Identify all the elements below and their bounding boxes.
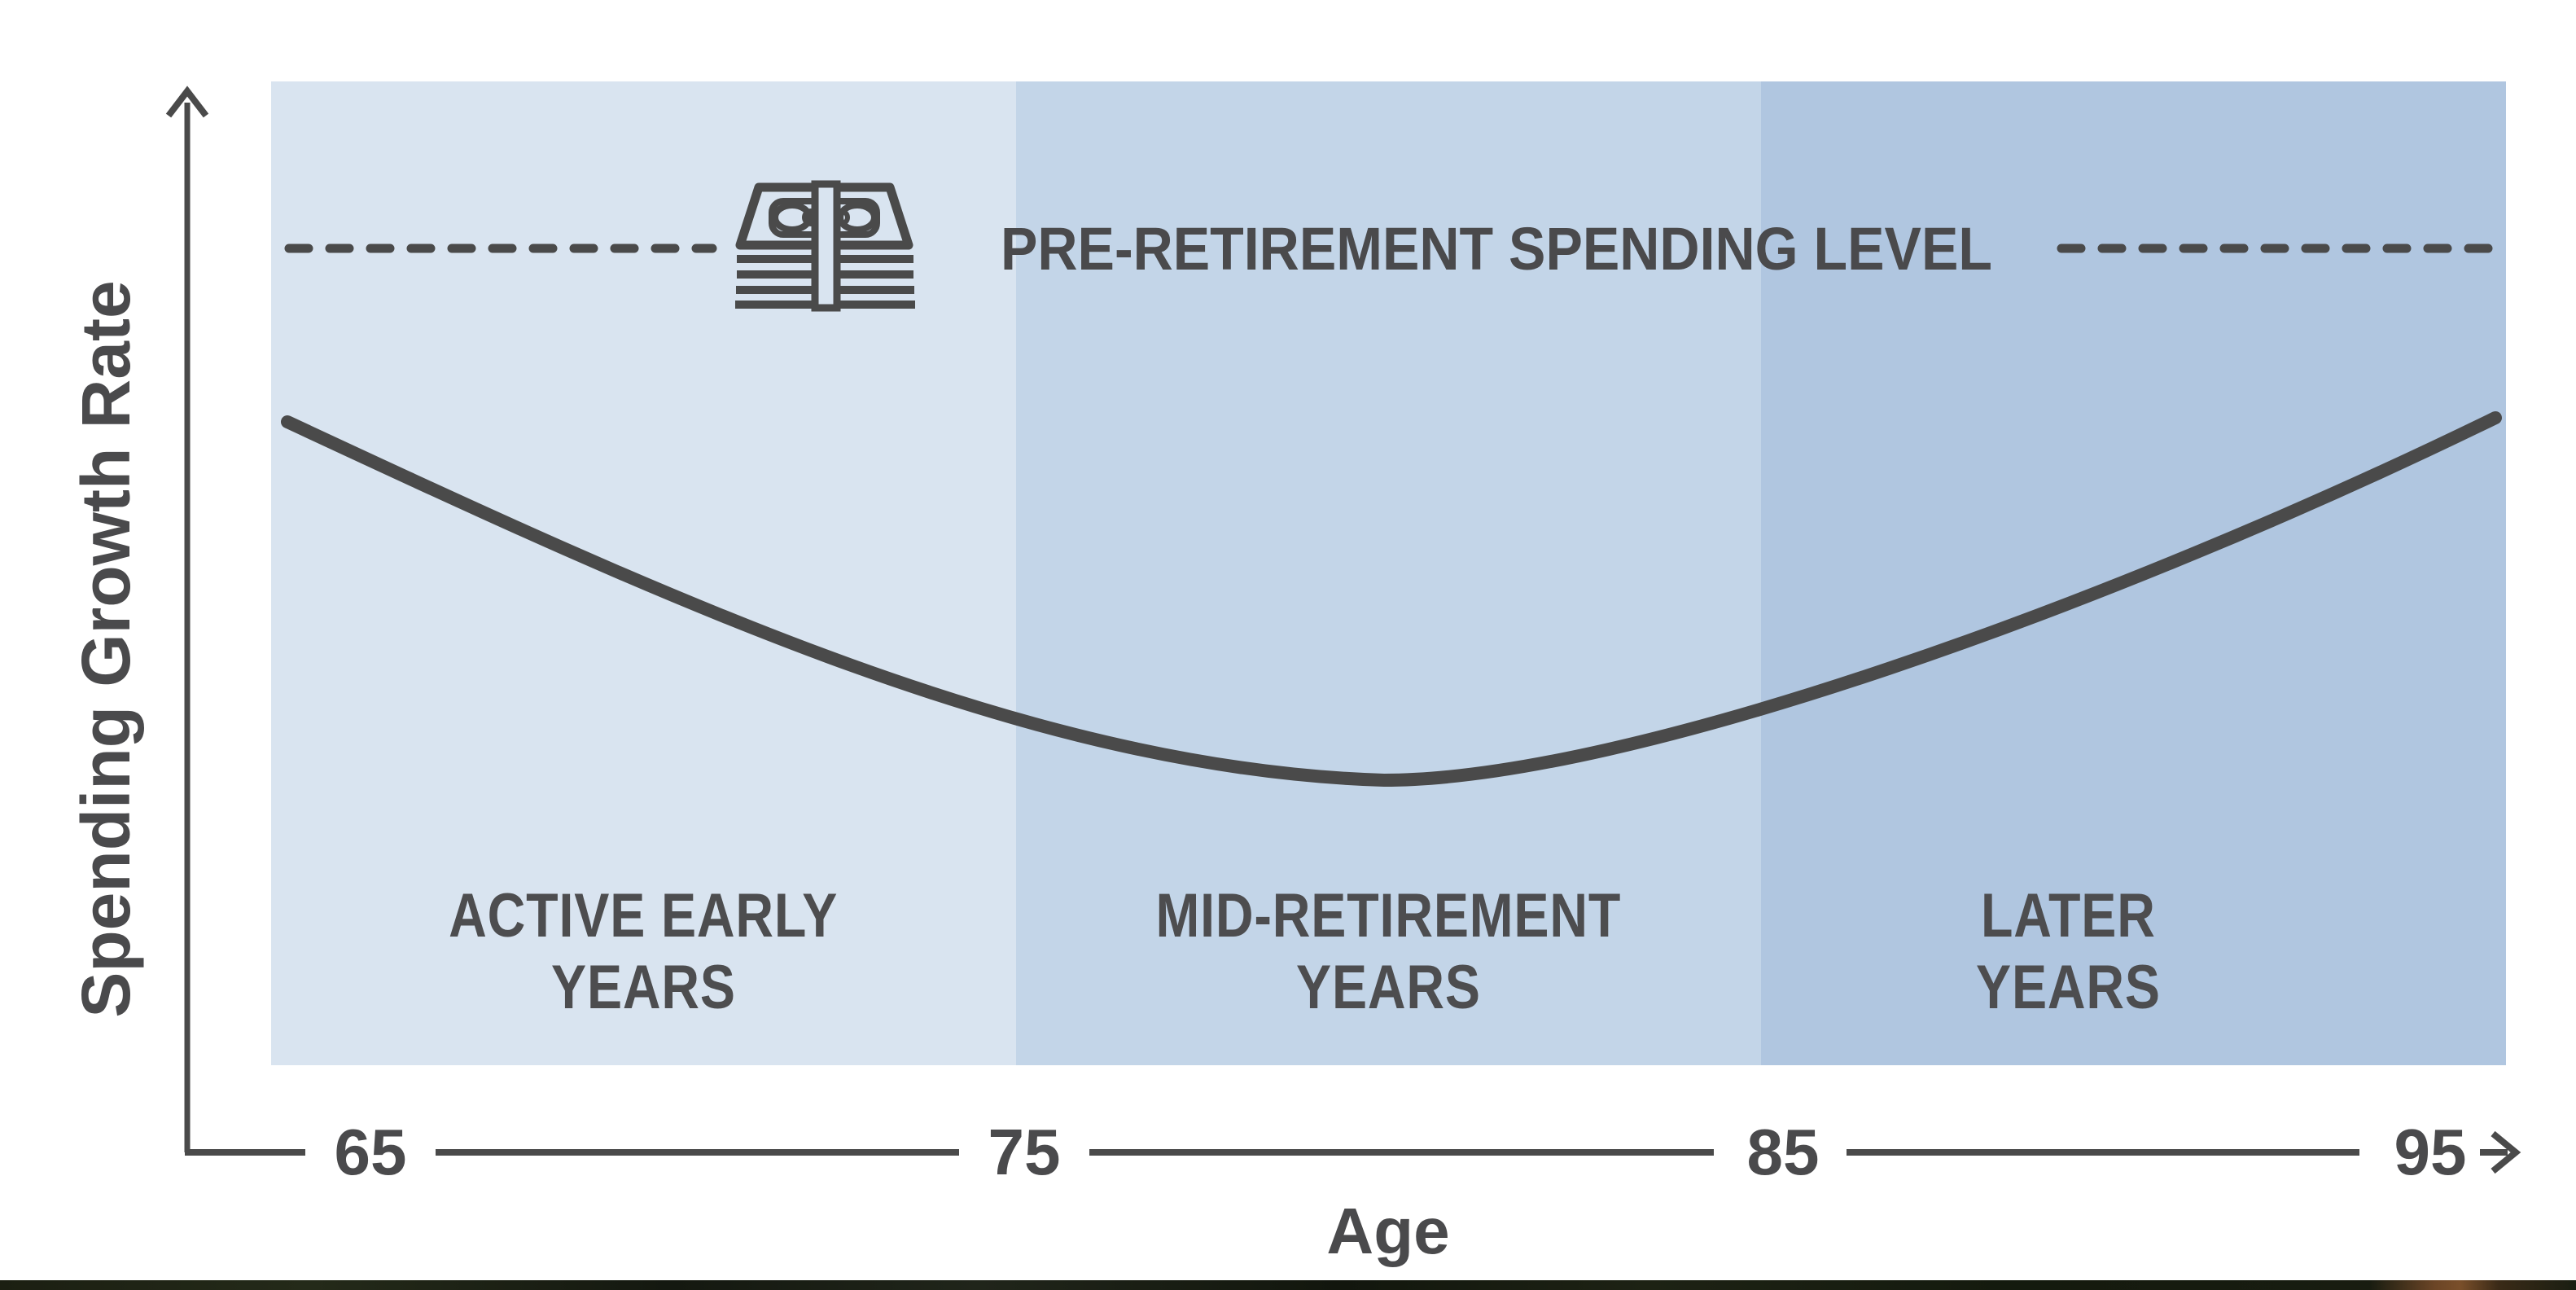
region-mid-retirement-years xyxy=(1016,81,1761,1065)
x-axis xyxy=(185,1130,2521,1174)
region-label-later-years: LATER YEARS xyxy=(1975,881,2161,1022)
money-stack-icon xyxy=(735,180,915,312)
y-axis-arrow-icon xyxy=(165,86,209,118)
region-label-active-early-years: ACTIVE EARLY YEARS xyxy=(448,881,839,1022)
region-label-mid-retirement-years: MID-RETIREMENT YEARS xyxy=(1155,881,1621,1022)
x-tick-65: 65 xyxy=(334,1116,407,1188)
x-axis-arrow-icon xyxy=(2480,1130,2521,1174)
x-tick-95: 95 xyxy=(2394,1116,2467,1188)
x-tick-75: 75 xyxy=(988,1116,1061,1188)
x-axis-label: Age xyxy=(1326,1195,1450,1267)
y-axis-label: Spending Growth Rate xyxy=(68,280,144,1018)
pre-retirement-spending-level-label: PRE-RETIREMENT SPENDING LEVEL xyxy=(1000,215,1992,283)
x-tick-85: 85 xyxy=(1746,1116,1820,1188)
bottom-photo-edge xyxy=(0,1280,2576,1290)
spending-curve xyxy=(281,411,2502,788)
y-axis xyxy=(165,86,209,1152)
